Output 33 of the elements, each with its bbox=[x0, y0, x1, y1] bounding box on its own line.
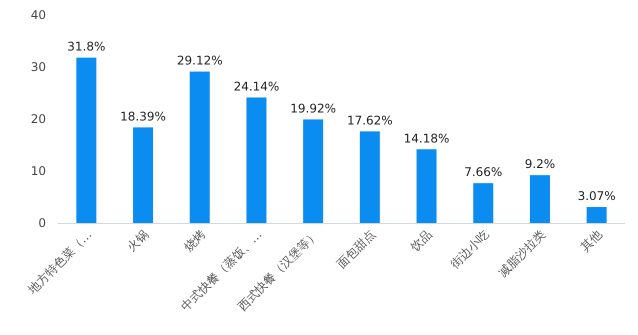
x-tick-label: 地方特色菜（… bbox=[24, 227, 94, 298]
y-tick-label: 30 bbox=[30, 60, 46, 74]
data-label: 17.62% bbox=[346, 113, 393, 128]
data-label: 3.07% bbox=[578, 189, 616, 204]
x-tick-label: 火锅 bbox=[124, 227, 152, 254]
data-label: 31.8% bbox=[67, 40, 106, 54]
bar bbox=[473, 183, 494, 223]
data-label: 9.2% bbox=[524, 157, 556, 172]
x-tick-label: 烧烤 bbox=[181, 227, 208, 254]
x-tick-label: 其他 bbox=[578, 227, 605, 254]
data-label: 18.39% bbox=[120, 109, 166, 124]
data-label: 29.12% bbox=[176, 54, 223, 68]
y-tick-label: 20 bbox=[30, 112, 46, 126]
bar bbox=[133, 127, 154, 223]
bar bbox=[360, 131, 380, 223]
bar bbox=[190, 72, 210, 223]
data-label: 14.18% bbox=[404, 131, 450, 146]
bar bbox=[246, 97, 266, 223]
y-tick-label: 0 bbox=[38, 216, 46, 230]
x-tick-label: 减脂沙拉类 bbox=[496, 227, 548, 280]
bar bbox=[416, 149, 437, 223]
x-tick-label: 街边小吃 bbox=[448, 227, 492, 272]
data-label: 24.14% bbox=[234, 79, 280, 94]
x-tick-label: 面包甜点 bbox=[334, 227, 378, 272]
data-label: 7.66% bbox=[464, 165, 502, 180]
data-label: 19.92% bbox=[290, 101, 336, 116]
y-tick-label: 40 bbox=[30, 8, 46, 22]
bar bbox=[530, 175, 550, 223]
bar bbox=[586, 207, 607, 223]
y-tick-label: 10 bbox=[30, 164, 46, 178]
bar bbox=[76, 58, 96, 223]
bar bbox=[303, 119, 324, 223]
x-tick-label: 饮品 bbox=[407, 227, 435, 255]
